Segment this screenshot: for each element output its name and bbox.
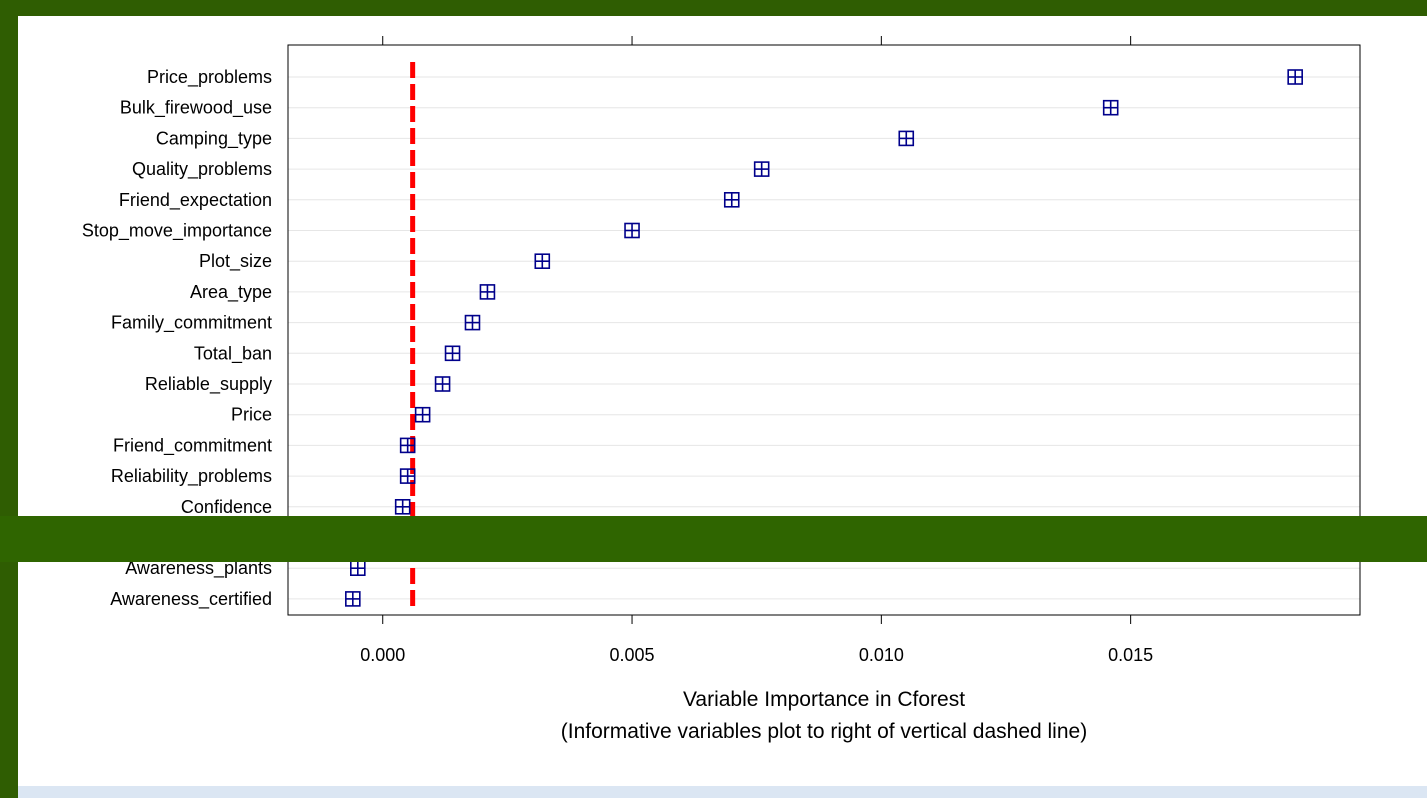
x-tick-label: 0.000	[360, 645, 405, 665]
category-label: Area_type	[190, 282, 272, 303]
category-label: Awareness_plants	[125, 558, 272, 579]
category-label: Friend_expectation	[119, 190, 272, 211]
category-label: Total_ban	[194, 343, 272, 364]
category-label: Family_commitment	[111, 313, 272, 334]
data-point	[444, 345, 461, 362]
data-point	[753, 161, 770, 177]
data-point	[399, 437, 416, 454]
category-label: Reliability_problems	[111, 466, 272, 487]
bottom-strip	[18, 786, 1427, 798]
category-label: Awareness_certified	[110, 589, 272, 610]
category-label: Quality_problems	[132, 159, 272, 180]
data-point	[1287, 69, 1303, 85]
data-point	[350, 560, 366, 577]
category-label: Price_problems	[147, 67, 272, 88]
x-axis-ticks: 0.000 0.005 0.010 0.015	[360, 36, 1153, 665]
data-point	[624, 222, 640, 239]
category-label: Reliable_supply	[145, 374, 272, 395]
category-label: Bulk_firewood_use	[120, 98, 272, 119]
data-point	[723, 192, 740, 208]
data-point	[464, 314, 481, 331]
data-point	[399, 468, 416, 484]
category-label: Confidence	[181, 497, 272, 517]
data-point	[414, 406, 431, 423]
category-label: Plot_size	[199, 251, 272, 272]
data-point	[534, 253, 551, 269]
overlay-bar	[0, 516, 1427, 562]
x-tick-label: 0.015	[1108, 645, 1153, 665]
category-label: Camping_type	[156, 128, 272, 149]
category-label: Stop_move_importance	[82, 221, 272, 242]
data-point	[898, 130, 915, 147]
data-point	[1102, 99, 1119, 116]
data-point	[394, 498, 411, 515]
data-point	[434, 376, 451, 392]
category-label: Price	[231, 405, 272, 425]
x-tick-label: 0.010	[859, 645, 904, 665]
category-label: Friend_commitment	[113, 435, 272, 456]
category-labels: Price_problems Bulk_firewood_use Camping_t…	[82, 67, 272, 610]
x-axis-subtitle: (Informative variables plot to right of …	[561, 720, 1087, 743]
data-points	[345, 69, 1303, 607]
x-axis-title: Variable Importance in Cforest	[683, 688, 965, 711]
data-point	[479, 284, 496, 300]
chart-panel	[18, 16, 1427, 786]
x-tick-label: 0.005	[610, 645, 655, 665]
plot-frame	[287, 44, 1361, 616]
data-point	[345, 591, 361, 607]
